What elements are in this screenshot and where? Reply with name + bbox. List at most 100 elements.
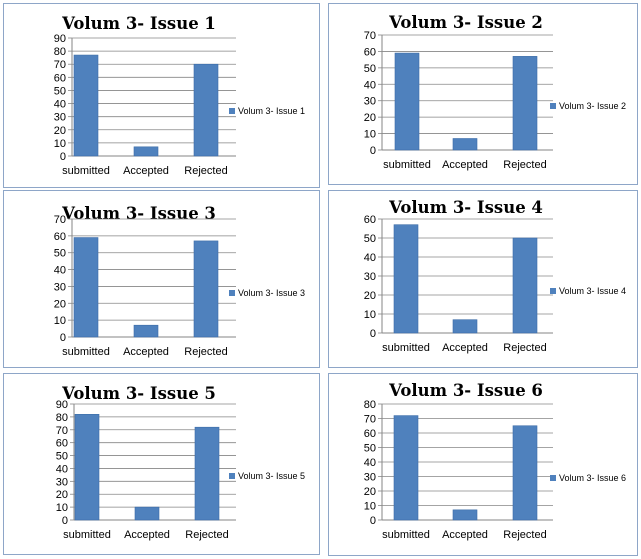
legend-label: Volum 3- Issue 6 xyxy=(559,473,626,483)
y-tick-label: 10 xyxy=(56,502,68,514)
y-tick-label: 40 xyxy=(56,463,68,475)
bar-chart-issue-3: Volum 3- Issue 3 0 10 20 30 40 50 60 70 submitted… xyxy=(54,204,305,358)
bar-submitted xyxy=(74,414,100,521)
legend-label: Volum 3- Issue 5 xyxy=(238,471,305,481)
y-tick-label: 30 xyxy=(364,96,376,108)
y-tick-label: 20 xyxy=(54,298,66,310)
x-category-label: Accepted xyxy=(123,165,169,177)
legend-label: Volum 3- Issue 4 xyxy=(559,286,626,296)
y-tick-label: 10 xyxy=(364,309,376,321)
bar-rejected xyxy=(512,425,538,521)
y-tick-label: 90 xyxy=(54,33,66,45)
y-tick-label: 80 xyxy=(56,412,68,424)
chart-title: Volum 3- Issue 5 xyxy=(61,384,216,403)
y-tick-label: 0 xyxy=(60,332,66,344)
x-category-label: Rejected xyxy=(184,346,227,358)
chart-panel-issue-3: Volum 3- Issue 3 0 10 20 30 40 50 60 70 submitted… xyxy=(3,190,320,368)
chart-title: Volum 3- Issue 3 xyxy=(61,204,216,223)
chart-panel-issue-4: Volum 3- Issue 4 0 10 20 30 40 50 60 submitted Ac… xyxy=(328,190,638,368)
y-tick-label: 30 xyxy=(56,476,68,488)
y-tick-label: 20 xyxy=(54,125,66,137)
y-tick-label: 70 xyxy=(54,214,66,226)
legend-swatch xyxy=(229,290,235,296)
y-tick-label: 20 xyxy=(364,486,376,498)
y-tick-label: 30 xyxy=(54,112,66,124)
bar-chart-issue-2: Volum 3- Issue 2 0 10 20 30 40 50 60 70 submitted… xyxy=(364,13,626,171)
y-tick-label: 50 xyxy=(56,451,68,463)
bar-chart-issue-4: Volum 3- Issue 4 0 10 20 30 40 50 60 submitted Ac… xyxy=(364,198,626,354)
legend-label: Volum 3- Issue 2 xyxy=(559,101,626,111)
y-tick-label: 0 xyxy=(370,145,376,157)
y-tick-label: 60 xyxy=(364,46,376,58)
y-tick-label: 80 xyxy=(364,399,376,411)
y-tick-label: 0 xyxy=(62,515,68,527)
y-tick-label: 30 xyxy=(54,281,66,293)
x-category-label: Rejected xyxy=(503,159,546,171)
chart-title: Volum 3- Issue 4 xyxy=(388,198,543,217)
legend-swatch xyxy=(229,473,235,479)
y-tick-label: 60 xyxy=(364,214,376,226)
x-category-label: Rejected xyxy=(184,165,227,177)
y-tick-label: 20 xyxy=(364,290,376,302)
x-category-label: Rejected xyxy=(185,529,228,541)
y-tick-label: 60 xyxy=(56,438,68,450)
x-category-label: Accepted xyxy=(442,342,488,354)
y-tick-label: 40 xyxy=(364,252,376,264)
bar-accepted xyxy=(452,509,478,521)
bar-accepted xyxy=(133,324,159,338)
bar-rejected xyxy=(512,237,538,334)
y-tick-label: 40 xyxy=(364,79,376,91)
y-tick-label: 30 xyxy=(364,472,376,484)
y-tick-label: 60 xyxy=(54,72,66,84)
y-tick-label: 10 xyxy=(54,315,66,327)
y-tick-label: 0 xyxy=(370,328,376,340)
y-tick-label: 70 xyxy=(54,59,66,71)
y-tick-label: 40 xyxy=(54,99,66,111)
legend-label: Volum 3- Issue 1 xyxy=(238,106,305,116)
x-category-label: submitted xyxy=(382,342,430,354)
x-category-label: Rejected xyxy=(503,529,546,541)
bar-rejected xyxy=(194,426,220,521)
x-category-label: Accepted xyxy=(124,529,170,541)
bar-rejected xyxy=(512,56,538,151)
chart-panel-issue-5: Volum 3- Issue 5 0 10 20 30 40 50 60 70 80 90 submi… xyxy=(3,373,320,555)
y-tick-label: 50 xyxy=(54,248,66,260)
x-category-label: submitted xyxy=(62,165,110,177)
x-category-label: submitted xyxy=(63,529,111,541)
bar-submitted xyxy=(73,54,99,157)
x-category-label: submitted xyxy=(383,159,431,171)
bar-submitted xyxy=(393,224,419,334)
bar-accepted xyxy=(133,146,159,157)
x-category-label: submitted xyxy=(62,346,110,358)
y-tick-label: 60 xyxy=(364,428,376,440)
y-tick-label: 10 xyxy=(54,138,66,150)
x-category-label: Accepted xyxy=(442,529,488,541)
y-tick-label: 20 xyxy=(364,112,376,124)
y-tick-label: 50 xyxy=(364,63,376,75)
chart-panel-issue-1: Volum 3- Issue 1 0 10 20 30 40 50 60 70 80 90 submi… xyxy=(3,3,320,188)
legend-swatch xyxy=(550,288,556,294)
bar-rejected xyxy=(193,240,219,338)
y-tick-label: 90 xyxy=(56,399,68,411)
bar-accepted xyxy=(452,138,478,151)
y-tick-label: 40 xyxy=(364,457,376,469)
y-tick-label: 50 xyxy=(364,443,376,455)
y-tick-label: 70 xyxy=(364,30,376,42)
legend-swatch xyxy=(550,103,556,109)
bar-chart-issue-6: Volum 3- Issue 6 0 10 20 30 40 50 60 70 80 submitt… xyxy=(364,381,626,541)
bar-submitted xyxy=(393,415,419,521)
x-category-label: Accepted xyxy=(442,159,488,171)
y-tick-label: 70 xyxy=(364,414,376,426)
y-tick-label: 30 xyxy=(364,271,376,283)
chart-panel-issue-6: Volum 3- Issue 6 0 10 20 30 40 50 60 70 80 submitt… xyxy=(328,373,638,556)
y-tick-label: 40 xyxy=(54,265,66,277)
y-tick-label: 50 xyxy=(364,233,376,245)
chart-panel-issue-2: Volum 3- Issue 2 0 10 20 30 40 50 60 70 submitted… xyxy=(328,3,638,185)
y-tick-label: 80 xyxy=(54,46,66,58)
y-tick-label: 10 xyxy=(364,501,376,513)
y-tick-label: 20 xyxy=(56,489,68,501)
bar-submitted xyxy=(73,237,99,338)
